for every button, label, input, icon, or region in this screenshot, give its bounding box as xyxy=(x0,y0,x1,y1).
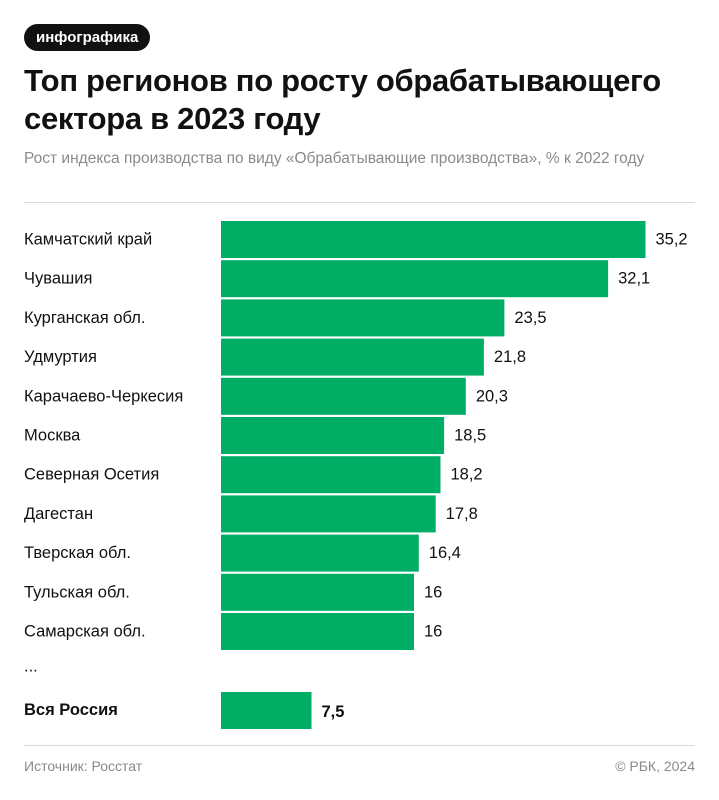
value-label: 18,5 xyxy=(454,427,486,445)
category-label: Камчатский край xyxy=(24,231,152,249)
category-label: Удмуртия xyxy=(24,348,97,366)
value-label: 16 xyxy=(424,583,442,601)
bar xyxy=(221,613,414,650)
top-divider xyxy=(24,202,695,203)
bar xyxy=(221,338,484,376)
value-label: 17,8 xyxy=(446,505,478,523)
bar xyxy=(221,260,609,298)
value-label: 16,4 xyxy=(429,544,461,562)
total-category-label: Вся Россия xyxy=(24,701,118,719)
value-label: 21,8 xyxy=(494,348,526,366)
bar xyxy=(221,495,436,533)
bar xyxy=(221,299,505,337)
category-label: Тульская обл. xyxy=(24,583,130,601)
bar xyxy=(221,377,466,415)
value-label: 32,1 xyxy=(618,270,650,288)
ellipsis-label: ... xyxy=(24,658,38,676)
total-value-label: 7,5 xyxy=(321,703,344,721)
bar xyxy=(221,573,414,611)
category-label: Карачаево-Черкесия xyxy=(24,387,183,405)
category-label: Тверская обл. xyxy=(24,544,131,562)
value-label: 35,2 xyxy=(656,231,688,249)
category-label: Чувашия xyxy=(24,270,92,288)
bar xyxy=(221,221,646,258)
category-label: Дагестан xyxy=(24,505,93,523)
source-note: Источник: Росстат xyxy=(24,758,143,774)
copyright-note: © РБК, 2024 xyxy=(615,758,695,774)
infographic-badge: инфографика xyxy=(24,24,151,51)
category-label: Москва xyxy=(24,427,81,445)
bar xyxy=(221,534,419,572)
value-label: 20,3 xyxy=(476,387,508,405)
bar xyxy=(221,456,441,494)
category-label: Самарская обл. xyxy=(24,623,146,641)
value-label: 16 xyxy=(424,623,442,641)
bottom-divider xyxy=(24,745,695,746)
chart-subtitle: Рост индекса производства по виду «Обраб… xyxy=(24,150,645,167)
value-label: 23,5 xyxy=(514,309,546,327)
category-label: Северная Осетия xyxy=(24,466,159,484)
bar xyxy=(221,417,445,454)
total-bar xyxy=(221,692,312,729)
page-title: Топ регионов по росту обрабатывающего се… xyxy=(24,63,661,136)
category-label: Курганская обл. xyxy=(24,309,145,327)
value-label: 18,2 xyxy=(450,466,482,484)
